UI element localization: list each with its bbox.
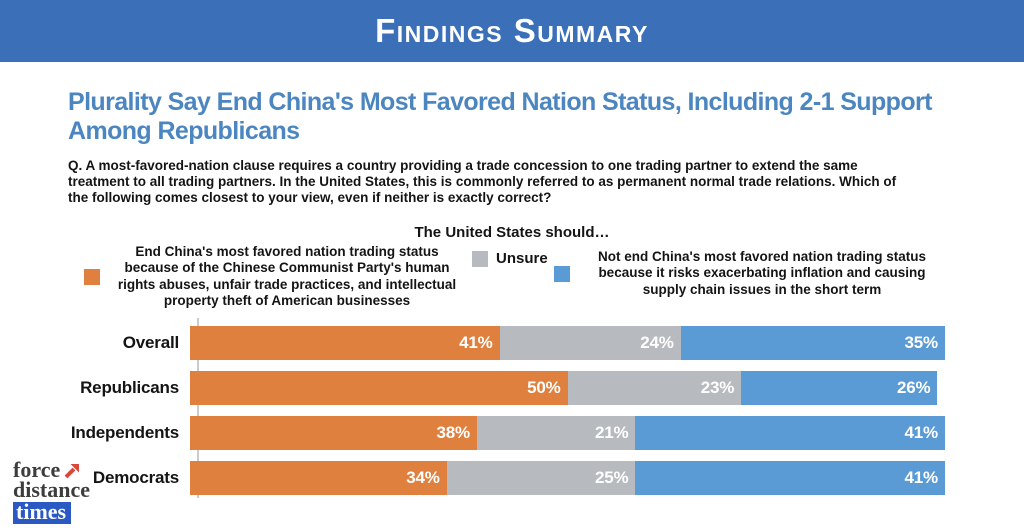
blue-swatch-icon <box>554 265 570 282</box>
bar-segment-unsure: 23% <box>567 371 742 405</box>
legend-label-end-mfn: End China's most favored nation trading … <box>117 244 457 309</box>
value-label: 41% <box>459 333 493 352</box>
bar-segment-not-end-mfn-status: 41% <box>635 461 945 495</box>
value-label: 34% <box>406 468 440 487</box>
category-label: Overall <box>122 333 179 352</box>
logo-word-times: times <box>13 501 72 524</box>
orange-swatch-icon <box>84 268 100 285</box>
value-label: 41% <box>904 423 939 442</box>
category-label: Independents <box>70 423 179 442</box>
value-label: 25% <box>595 468 629 487</box>
gray-swatch-icon <box>472 251 488 268</box>
bar-segment-unsure: 25% <box>446 461 636 495</box>
bar-segment-end-mfn-status: 34% <box>190 461 447 495</box>
bar-segment-unsure: 21% <box>476 416 636 450</box>
stacked-bar: 50% 23% 26% <box>190 371 945 405</box>
category-label: Democrats <box>92 468 179 487</box>
value-label: 21% <box>595 423 629 442</box>
force-distance-times-logo: force distance times <box>13 457 90 524</box>
legend-label-not-end-mfn: Not end China's most favored nation trad… <box>598 249 926 297</box>
bar-rows: Overall 41% 24% 35% Republicans 50% 23% 26% Inde… <box>9 326 955 506</box>
bar-segment-end-mfn-status: 50% <box>190 371 568 405</box>
bar-row-democrats: Democrats 34% 25% 41% <box>9 461 955 495</box>
bar-row-republicans: Republicans 50% 23% 26% <box>9 371 955 405</box>
value-label: 38% <box>436 423 470 442</box>
stacked-bar: 34% 25% 41% <box>190 461 945 495</box>
category-label: Republicans <box>80 378 179 397</box>
bar-segment-end-mfn-status: 41% <box>190 326 500 360</box>
stacked-bar: 38% 21% 41% <box>190 416 945 450</box>
page-title: Findings Summary <box>375 12 649 49</box>
value-label: 23% <box>700 378 735 397</box>
bar-segment-not-end-mfn-status: 41% <box>635 416 945 450</box>
legend-heading: The United States should… <box>414 224 610 241</box>
bar-segment-not-end-mfn-status: 26% <box>741 371 938 405</box>
logo-line-force: force <box>13 457 90 482</box>
bar-row-independents: Independents 38% 21% 41% <box>9 416 955 450</box>
arrow-up-right-icon <box>64 463 80 478</box>
value-label: 24% <box>640 333 674 352</box>
value-label: 26% <box>897 378 931 397</box>
legend-item-end-mfn: End China's most favored nation trading … <box>84 244 466 310</box>
stacked-bar: 41% 24% 35% <box>190 326 945 360</box>
legend-label-unsure: Unsure <box>496 250 548 267</box>
value-label: 41% <box>904 468 939 487</box>
value-label: 50% <box>527 378 561 397</box>
chart-axis-line <box>197 318 199 498</box>
bar-segment-unsure: 24% <box>499 326 681 360</box>
value-label: 35% <box>904 333 939 352</box>
chart-headline: Plurality Say End China's Most Favored N… <box>68 88 932 145</box>
bar-segment-not-end-mfn-status: 35% <box>680 326 945 360</box>
header-banner: Findings Summary <box>0 0 1024 62</box>
legend-item-unsure: Unsure <box>472 250 548 268</box>
survey-question-text: Q. A most-favored-nation clause requires… <box>68 158 897 206</box>
logo-word-distance: distance <box>13 477 90 502</box>
bar-row-overall: Overall 41% 24% 35% <box>9 326 955 360</box>
bar-segment-end-mfn-status: 38% <box>190 416 477 450</box>
legend-item-not-end-mfn: Not end China's most favored nation trad… <box>554 249 946 298</box>
logo-word-force: force <box>13 457 61 482</box>
